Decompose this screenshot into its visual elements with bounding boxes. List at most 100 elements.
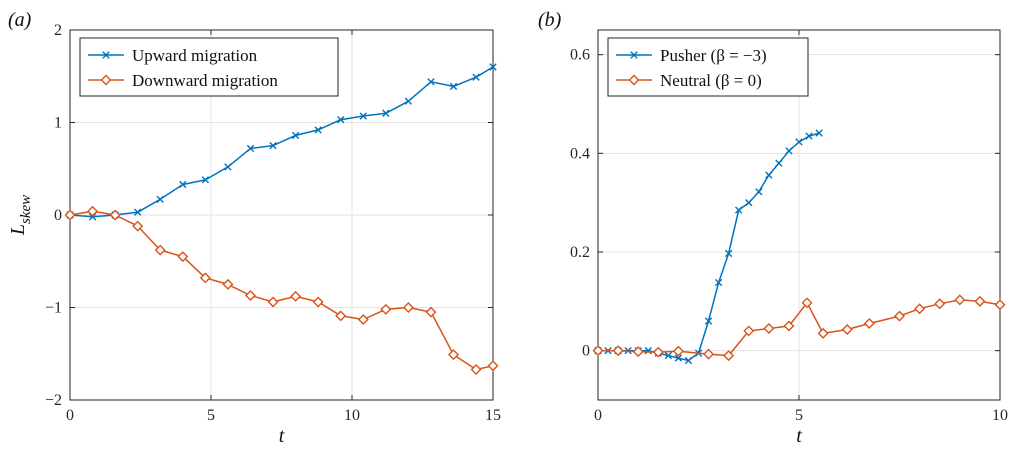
data-point <box>783 320 795 332</box>
data-point <box>487 360 499 372</box>
legend-marker <box>100 74 112 86</box>
data-point <box>795 138 803 146</box>
data-point <box>357 314 369 326</box>
data-point <box>489 63 497 71</box>
data-point <box>652 346 664 358</box>
y-tick-label: 2 <box>54 22 62 39</box>
data-point <box>775 159 783 167</box>
y-tick-label: 0.4 <box>570 145 590 162</box>
legend-marker <box>628 74 640 86</box>
x-tick-label: 0 <box>66 407 74 424</box>
chart-panel-a: 0 5 10 15 −2 −1 0 1 2 t Lskew (a) Upward migration Do… <box>7 9 501 447</box>
data-point <box>402 302 414 313</box>
y-axis-label: Lskew <box>7 195 34 236</box>
data-point <box>269 141 277 150</box>
data-point <box>632 346 644 358</box>
legend-marker <box>102 51 110 59</box>
data-point <box>314 126 322 134</box>
data-point <box>199 272 211 284</box>
x-tick-label: 10 <box>992 407 1008 424</box>
data-point <box>87 205 99 217</box>
data-point <box>449 82 458 91</box>
data-point <box>470 363 482 375</box>
chart-panel-b: 0 5 10 0 0.2 0.4 0.6 t (b) Pusher (β = −3) Neutral… <box>538 9 1008 447</box>
legend-label: Neutral (β = 0) <box>660 71 762 90</box>
data-point <box>335 310 347 322</box>
data-point <box>64 209 76 221</box>
y-tick-label: 0 <box>582 343 590 360</box>
data-point <box>177 251 189 263</box>
data-point <box>703 348 715 360</box>
data-point <box>109 209 121 221</box>
data-point <box>380 303 392 315</box>
x-axis-label: t <box>279 425 285 447</box>
data-point <box>246 144 255 153</box>
data-point <box>88 213 97 221</box>
data-point <box>755 188 763 196</box>
data-point <box>472 73 480 81</box>
data-point <box>914 303 926 315</box>
data-point <box>684 356 693 365</box>
panel-label: (a) <box>8 9 32 31</box>
data-point <box>222 278 234 290</box>
data-point <box>785 147 793 155</box>
data-point <box>427 78 435 86</box>
y-tick-label: 0.6 <box>570 47 590 64</box>
legend: Upward migration Downward migration <box>79 37 339 97</box>
series-line-2 <box>69 210 494 371</box>
y-tick-label: −2 <box>45 392 62 409</box>
data-point <box>448 349 460 361</box>
y-tick-label: 0.2 <box>570 244 590 261</box>
y-tick-label: 1 <box>54 115 62 132</box>
data-point <box>291 131 300 140</box>
legend-label: Upward migration <box>132 46 258 65</box>
data-point <box>425 306 437 318</box>
data-point <box>674 354 683 362</box>
data-point <box>745 198 753 207</box>
y-tick-label: −1 <box>45 300 62 317</box>
x-tick-label: 15 <box>485 407 501 424</box>
data-point <box>244 289 256 301</box>
y-tick-label: 0 <box>54 207 62 224</box>
series-line-1 <box>69 66 494 218</box>
data-point <box>805 132 813 140</box>
legend-label: Pusher (β = −3) <box>660 46 767 65</box>
data-point <box>382 109 390 117</box>
data-point <box>743 325 755 337</box>
data-point <box>801 297 813 309</box>
data-point <box>735 206 743 214</box>
legend-marker <box>630 51 638 59</box>
data-point <box>133 208 142 216</box>
data-point <box>132 220 144 232</box>
data-point <box>312 296 324 308</box>
data-point <box>154 244 166 256</box>
data-point <box>672 345 684 357</box>
x-axis-label: t <box>796 425 802 447</box>
data-point <box>934 298 946 310</box>
legend-box <box>79 37 339 97</box>
legend-label: Downward migration <box>132 71 278 90</box>
data-point <box>994 299 1006 311</box>
data-point <box>201 176 210 184</box>
data-point <box>592 345 604 357</box>
data-point <box>714 278 723 287</box>
data-point <box>841 323 853 335</box>
x-tick-label: 5 <box>795 407 803 424</box>
data-point <box>894 310 905 322</box>
legend-box <box>607 37 809 97</box>
data-point <box>404 97 413 105</box>
data-point <box>724 249 733 258</box>
data-point <box>337 116 345 124</box>
x-tick-label: 5 <box>207 407 215 424</box>
data-point <box>644 346 652 355</box>
data-point <box>290 290 302 302</box>
data-point <box>817 327 829 339</box>
data-point <box>763 322 775 334</box>
data-point <box>612 345 624 357</box>
data-point <box>765 171 773 179</box>
panel-label: (b) <box>538 9 562 31</box>
data-point <box>954 294 966 306</box>
data-point <box>974 295 986 307</box>
data-point <box>664 351 673 360</box>
